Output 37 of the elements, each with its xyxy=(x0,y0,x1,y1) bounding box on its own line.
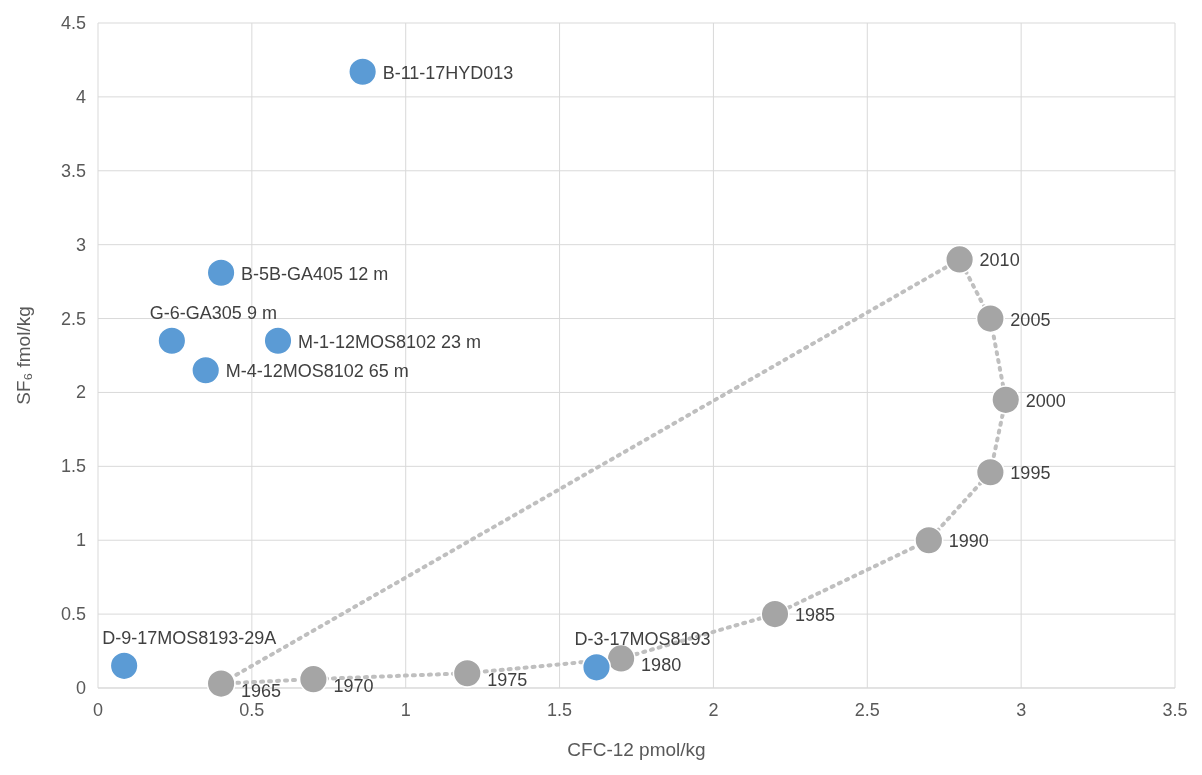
annotation: 2010 xyxy=(979,250,1020,271)
x-tick-label: 3.5 xyxy=(1162,700,1188,720)
annotation: M-4-12MOS8102 65 m xyxy=(225,361,409,382)
y-tick-label: 3 xyxy=(75,234,86,255)
annotation: 1980 xyxy=(641,655,682,676)
x-tick-label: 3 xyxy=(1016,700,1027,720)
x-tick-label: 1 xyxy=(400,700,411,720)
annotation: 1985 xyxy=(794,605,836,626)
x-axis-title: CFC-12 pmol/kg xyxy=(567,739,706,760)
y-tick-label: 1.5 xyxy=(60,456,86,477)
annotation: B-11-17HYD013 xyxy=(382,62,514,83)
annotation: 1970 xyxy=(333,676,374,697)
x-tick-label: 2 xyxy=(708,700,719,720)
x-tick-label: 2.5 xyxy=(854,700,880,720)
x-tick-label: 0.5 xyxy=(239,700,265,720)
y-tick-label: 1 xyxy=(75,530,86,551)
annotation: D-3-17MOS8193 xyxy=(574,629,711,650)
annotation: G-6-GA305 9 m xyxy=(149,302,277,323)
y-tick-label: 2 xyxy=(75,382,86,403)
x-tick-label: 0 xyxy=(92,700,104,720)
y-tick-label: 2.5 xyxy=(60,308,86,329)
y-tick-label: 3.5 xyxy=(60,160,86,181)
annotation: 1995 xyxy=(1010,463,1051,484)
y-tick-label: 4.5 xyxy=(60,13,86,33)
annotation: D-9-17MOS8193-29A xyxy=(102,627,277,648)
annotation: 1975 xyxy=(487,670,528,691)
annotation: B-5B-GA405 12 m xyxy=(241,263,389,284)
annotation: M-1-12MOS8102 23 m xyxy=(298,331,482,352)
y-tick-label: 4 xyxy=(75,86,86,107)
y-tick-label: 0.5 xyxy=(60,604,86,625)
x-tick-label: 1.5 xyxy=(547,700,573,720)
annotation: 1990 xyxy=(948,531,989,552)
y-tick-label: 0 xyxy=(75,678,86,698)
annotation: 2000 xyxy=(1025,390,1066,411)
annotation: 2005 xyxy=(1010,309,1051,330)
y-axis-title: SF₆ fmol/kg xyxy=(13,306,34,405)
annotation: 1965 xyxy=(241,680,282,701)
